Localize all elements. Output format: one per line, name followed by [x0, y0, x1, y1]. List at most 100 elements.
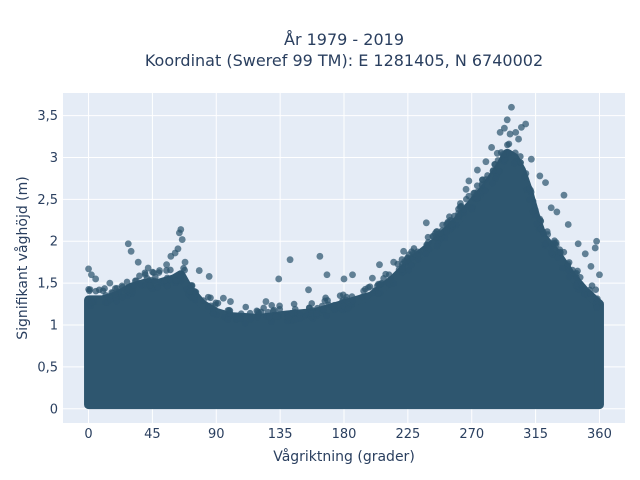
outlier-point	[305, 286, 312, 294]
data-point	[348, 293, 356, 300]
outlier-point	[411, 250, 419, 258]
outlier-point	[368, 274, 376, 282]
outlier-point	[503, 116, 511, 124]
data-point	[594, 295, 601, 302]
x-tick-label: 225	[395, 427, 420, 442]
data-point	[187, 282, 195, 289]
outlier-point	[587, 262, 595, 270]
outlier-point	[527, 155, 535, 163]
data-point	[532, 206, 539, 214]
data-point	[374, 290, 382, 297]
data-point	[322, 294, 329, 302]
data-point	[226, 307, 234, 314]
outlier-point	[174, 245, 182, 253]
outlier-point	[536, 172, 544, 180]
data-point	[106, 296, 114, 304]
outlier-point	[134, 258, 142, 266]
data-point	[129, 288, 137, 295]
data-point	[314, 304, 321, 312]
data-point	[581, 290, 588, 298]
data-point	[405, 267, 412, 274]
outlier-points	[85, 103, 603, 305]
data-point	[425, 238, 432, 246]
data-point	[542, 240, 549, 247]
data-point	[565, 273, 573, 281]
outlier-point	[581, 250, 589, 258]
outlier-point	[437, 229, 444, 237]
y-tick-labels: 0 0,5 1 1,5 2 2,5 3 3,5	[37, 109, 58, 417]
data-point	[92, 287, 100, 295]
data-point	[186, 288, 194, 295]
outlier-point	[87, 271, 95, 279]
data-point	[130, 282, 138, 289]
data-point	[172, 277, 180, 284]
data-point	[290, 300, 298, 308]
data-point	[113, 284, 121, 292]
outlier-point	[560, 191, 568, 199]
data-point	[207, 302, 215, 310]
outlier-point	[465, 177, 473, 185]
y-tick-label: 3,5	[37, 109, 58, 124]
data-point	[547, 249, 555, 256]
data-point	[291, 316, 299, 324]
data-point	[242, 303, 250, 311]
y-tick-label: 2	[50, 235, 58, 250]
data-point	[207, 294, 214, 302]
outlier-point	[493, 149, 501, 157]
outlier-point	[85, 265, 92, 273]
outlier-point	[205, 273, 213, 280]
outlier-point	[553, 208, 561, 216]
data-point	[86, 287, 93, 295]
outlier-point	[286, 256, 294, 264]
data-point	[146, 282, 153, 289]
data-point	[510, 160, 518, 167]
data-point	[559, 264, 566, 272]
outlier-point	[400, 247, 408, 255]
data-point	[433, 242, 441, 250]
x-tick-label: 90	[208, 427, 225, 442]
data-point	[344, 305, 352, 313]
data-point	[431, 230, 439, 237]
data-point	[246, 309, 254, 317]
data-point	[377, 280, 384, 288]
x-tick-label: 360	[587, 427, 612, 442]
chart-title-line-1: År 1979 - 2019	[284, 30, 404, 49]
data-point	[365, 284, 372, 291]
data-point	[167, 266, 174, 274]
outlier-point	[144, 264, 152, 272]
data-point	[320, 306, 327, 313]
data-point	[500, 155, 508, 163]
data-point	[587, 290, 595, 298]
data-point	[241, 320, 249, 327]
data-point	[119, 283, 127, 291]
data-point	[564, 260, 572, 268]
data-point	[468, 205, 475, 213]
data-point	[512, 149, 519, 157]
data-point	[270, 306, 278, 314]
outlier-point	[488, 144, 495, 151]
data-point	[150, 277, 158, 285]
data-point	[407, 262, 415, 269]
outlier-point	[500, 124, 508, 132]
data-point	[473, 182, 481, 189]
data-point	[552, 239, 560, 246]
data-point	[342, 296, 350, 304]
outlier-point	[512, 128, 520, 136]
x-tick-label: 45	[144, 427, 161, 442]
data-point	[537, 225, 545, 232]
outlier-point	[178, 236, 186, 243]
data-point	[460, 206, 468, 213]
outlier-point	[422, 219, 430, 227]
outlier-point	[349, 271, 356, 279]
data-point	[308, 310, 315, 317]
data-point	[526, 196, 534, 203]
data-point	[369, 289, 376, 297]
y-tick-label: 0	[50, 402, 58, 417]
outlier-point	[275, 275, 283, 283]
data-point	[489, 180, 496, 187]
data-point	[164, 282, 171, 290]
data-point	[150, 269, 157, 276]
data-point	[209, 310, 217, 318]
outlier-point	[219, 294, 227, 302]
data-point	[489, 167, 497, 175]
